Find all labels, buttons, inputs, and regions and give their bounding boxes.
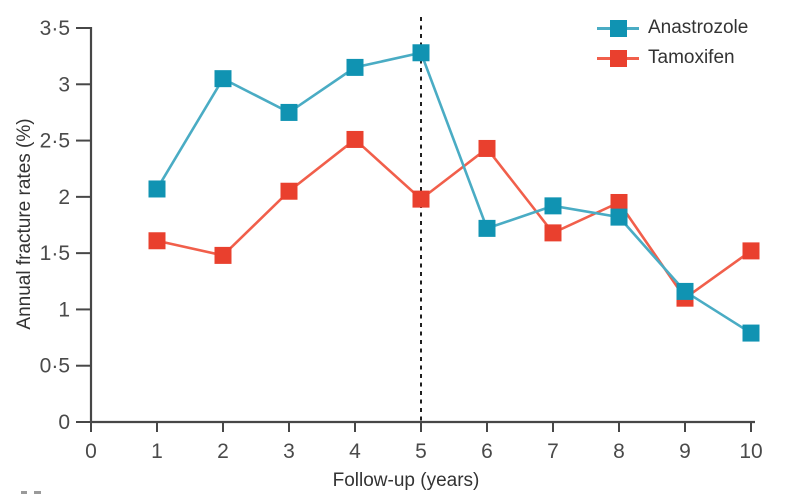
tamoxifen-legend-swatch-icon (597, 49, 639, 67)
y-axis-tick-label: 1 (58, 298, 70, 321)
y-axis-tick-label: 0·5 (40, 355, 70, 378)
anastrozole-marker (478, 219, 496, 237)
tamoxifen-series-line (156, 137, 752, 300)
anastrozole-marker (148, 180, 166, 198)
anastrozole-series-line (155, 51, 752, 335)
x-axis-tick-label: 3 (283, 440, 295, 463)
tamoxifen-marker (346, 130, 364, 148)
tamoxifen-marker (742, 242, 760, 260)
legend-item-tamoxifen: Tamoxifen (597, 43, 748, 73)
tamoxifen-marker (610, 193, 628, 211)
y-axis-tick-label: 1·5 (40, 242, 70, 265)
x-axis-title: Follow-up (years) (332, 470, 480, 491)
x-axis-tick-label: 7 (547, 440, 559, 463)
tamoxifen-marker (544, 224, 562, 242)
anastrozole-marker (742, 324, 760, 342)
anastrozole-legend-swatch-icon (597, 19, 639, 37)
chart-legend: Anastrozole Tamoxifen (597, 13, 748, 73)
anastrozole-marker (610, 208, 628, 226)
y-axis-title: Annual fracture rates (%) (14, 118, 35, 330)
x-axis-tick-label: 2 (217, 440, 229, 463)
y-axis-tick-label: 2 (58, 186, 70, 209)
anastrozole-marker-sample (609, 19, 627, 37)
x-axis-tick-label: 9 (679, 440, 691, 463)
tamoxifen-marker (214, 246, 232, 264)
x-axis-tick-label: 0 (85, 440, 97, 463)
tamoxifen-marker-sample (609, 49, 627, 67)
cropped-caption-artifact (34, 491, 41, 494)
y-axis-tick-label: 3 (58, 73, 70, 96)
x-axis-tick-label: 1 (151, 440, 163, 463)
tamoxifen-marker (280, 182, 298, 200)
x-axis-tick-label: 8 (613, 440, 625, 463)
tamoxifen-marker (148, 232, 166, 250)
x-axis-tick-label: 6 (481, 440, 493, 463)
tamoxifen-marker (412, 190, 430, 208)
y-axis-tick-label: 3·5 (40, 17, 70, 40)
legend-label-tamoxifen: Tamoxifen (648, 47, 735, 68)
tamoxifen-marker (478, 139, 496, 157)
y-axis-tick-label: 2·5 (40, 130, 70, 153)
anastrozole-marker (676, 282, 694, 300)
x-axis-tick-label: 10 (739, 440, 762, 463)
anastrozole-marker (214, 70, 232, 88)
legend-item-anastrozole: Anastrozole (597, 13, 748, 43)
x-axis-tick-label: 5 (415, 440, 427, 463)
y-axis-tick-label: 0 (58, 411, 70, 434)
anastrozole-marker (412, 44, 430, 62)
x-axis-tick-label: 4 (349, 440, 361, 463)
cropped-caption-artifact (21, 491, 27, 494)
anastrozole-marker (544, 197, 562, 215)
legend-label-anastrozole: Anastrozole (648, 17, 749, 38)
anastrozole-marker (280, 103, 298, 121)
anastrozole-marker (346, 58, 364, 76)
